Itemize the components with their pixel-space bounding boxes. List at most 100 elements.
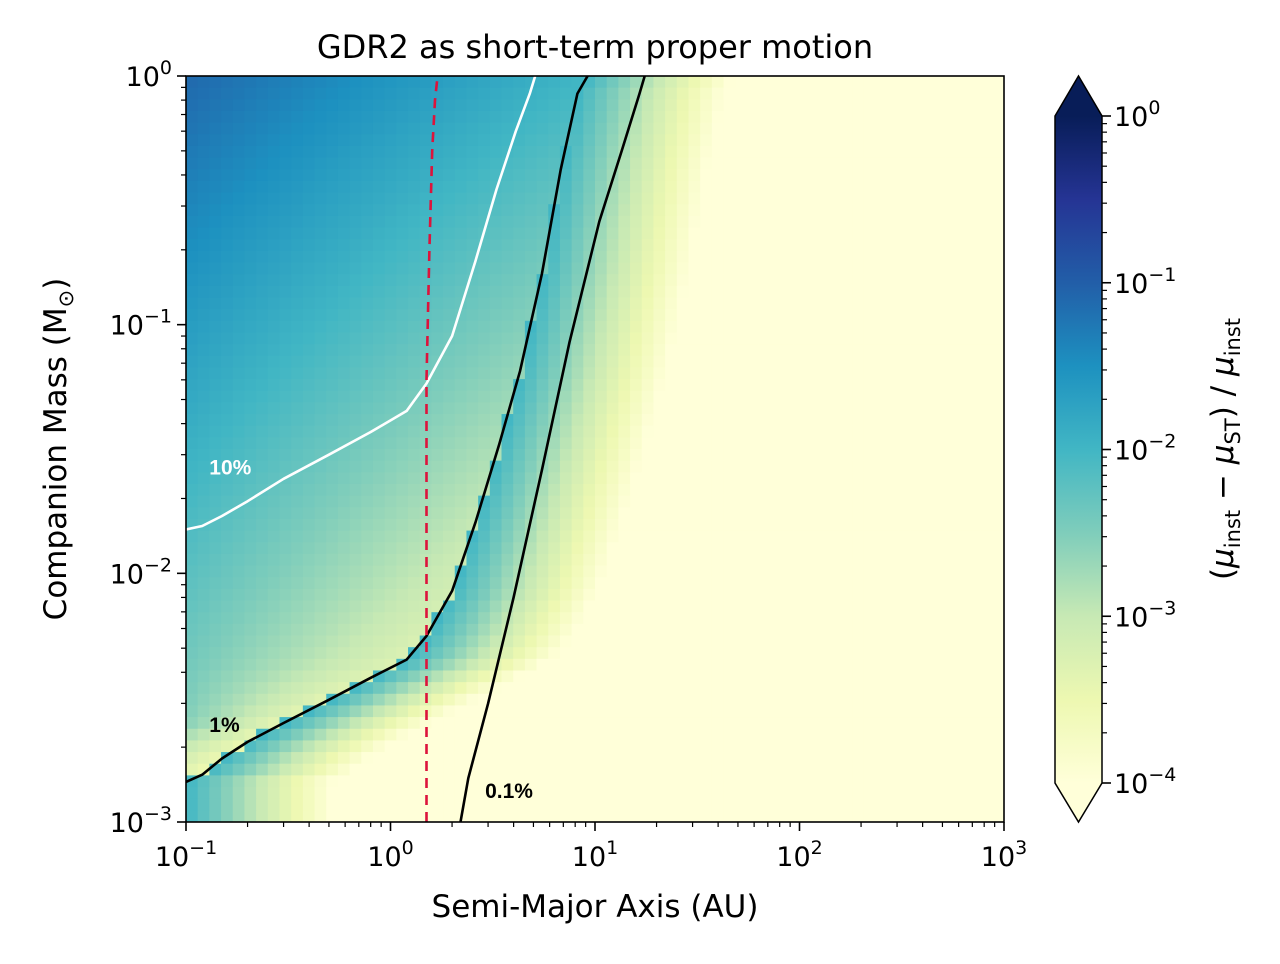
heatmap-cell xyxy=(933,76,947,89)
heatmap-cell xyxy=(244,169,257,182)
heatmap-cell xyxy=(746,705,760,718)
heatmap-cell xyxy=(583,402,596,415)
heatmap-cell xyxy=(443,728,456,742)
heatmap-cell xyxy=(583,577,596,590)
heatmap-cell xyxy=(571,518,584,532)
heatmap-cell xyxy=(653,449,666,462)
heatmap-cell xyxy=(945,518,958,532)
heatmap-cell xyxy=(758,402,771,415)
heatmap-cell xyxy=(887,437,900,450)
heatmap-cell xyxy=(863,367,877,380)
heatmap-cell xyxy=(676,647,690,660)
heatmap-cell xyxy=(805,414,818,427)
heatmap-cell xyxy=(443,320,456,334)
y-tick-label: 10−2 xyxy=(110,554,172,590)
heatmap-cell xyxy=(746,542,760,555)
heatmap-cell xyxy=(653,215,666,229)
heatmap-cell xyxy=(863,425,877,438)
heatmap-cell xyxy=(992,274,1004,287)
heatmap-cell xyxy=(256,787,269,800)
heatmap-cell xyxy=(559,402,573,415)
heatmap-cell xyxy=(805,787,818,800)
heatmap-cell xyxy=(361,274,374,287)
heatmap-cell xyxy=(840,530,853,543)
heatmap-cell xyxy=(945,495,958,508)
heatmap-cell xyxy=(606,414,619,427)
heatmap-cell xyxy=(408,775,421,788)
heatmap-cell xyxy=(933,518,947,532)
heatmap-cell xyxy=(630,437,643,450)
heatmap-cell xyxy=(992,262,1004,275)
heatmap-cell xyxy=(700,612,713,625)
heatmap-cell xyxy=(910,145,923,159)
heatmap-cell xyxy=(279,332,292,345)
heatmap-cell xyxy=(291,717,304,730)
heatmap-cell xyxy=(968,250,982,264)
heatmap-cell xyxy=(466,577,479,590)
heatmap-cell xyxy=(372,483,386,497)
heatmap-cell xyxy=(887,425,900,438)
heatmap-cell xyxy=(770,635,783,648)
heatmap-cell xyxy=(595,682,608,695)
heatmap-cell xyxy=(700,752,713,765)
heatmap-cell xyxy=(700,588,713,602)
heatmap-cell xyxy=(583,483,596,497)
heatmap-cell xyxy=(945,76,958,89)
heatmap-cell xyxy=(478,99,491,112)
heatmap-cell xyxy=(443,612,456,625)
heatmap-cell xyxy=(536,227,549,240)
heatmap-cell xyxy=(221,530,234,543)
heatmap-cell xyxy=(957,565,970,578)
heatmap-cell xyxy=(232,542,246,555)
heatmap-cell xyxy=(501,577,514,590)
heatmap-cell xyxy=(431,414,444,427)
heatmap-cell xyxy=(641,728,655,742)
heatmap-cell xyxy=(291,414,304,427)
heatmap-cell xyxy=(291,157,304,170)
heatmap-cell xyxy=(384,542,397,555)
heatmap-cell xyxy=(478,740,491,753)
contour-label-1: 10% xyxy=(209,456,251,479)
heatmap-cell xyxy=(980,227,993,240)
cbar-minus: − xyxy=(1205,464,1241,510)
heatmap-cell xyxy=(676,717,690,730)
heatmap-cell xyxy=(337,705,351,718)
heatmap-cell xyxy=(817,612,830,625)
heatmap-cell xyxy=(817,717,830,730)
heatmap-cell xyxy=(630,274,643,287)
heatmap-cell xyxy=(326,798,339,811)
heatmap-cell xyxy=(267,775,281,788)
heatmap-cell xyxy=(337,157,351,170)
heatmap-cell xyxy=(968,227,982,240)
heatmap-cell xyxy=(980,495,993,508)
heatmap-cell xyxy=(898,588,912,602)
heatmap-cell xyxy=(676,437,690,450)
heatmap-cell xyxy=(770,483,783,497)
heatmap-cell xyxy=(197,810,210,822)
heatmap-cell xyxy=(665,367,678,380)
heatmap-cell xyxy=(887,180,900,194)
heatmap-cell xyxy=(676,344,690,357)
heatmap-cell xyxy=(735,250,748,264)
heatmap-cell xyxy=(805,705,818,718)
heatmap-cell xyxy=(326,810,339,822)
heatmap-cell xyxy=(302,693,316,707)
heatmap-cell xyxy=(735,798,748,811)
heatmap-cell xyxy=(665,379,678,392)
heatmap-cell xyxy=(186,449,199,462)
heatmap-cell xyxy=(536,787,549,800)
heatmap-cell xyxy=(583,658,596,672)
heatmap-cell xyxy=(875,87,888,100)
heatmap-cell xyxy=(852,344,865,357)
heatmap-cell xyxy=(618,553,631,567)
heatmap-cell xyxy=(746,355,760,369)
heatmap-cell xyxy=(711,425,725,438)
heatmap-cell xyxy=(875,775,888,788)
heatmap-cell xyxy=(256,472,269,485)
heatmap-cell xyxy=(548,693,561,707)
heatmap-cell xyxy=(665,239,678,252)
heatmap-cell xyxy=(337,472,351,485)
heatmap-cell xyxy=(676,425,690,438)
heatmap-cell xyxy=(583,495,596,508)
